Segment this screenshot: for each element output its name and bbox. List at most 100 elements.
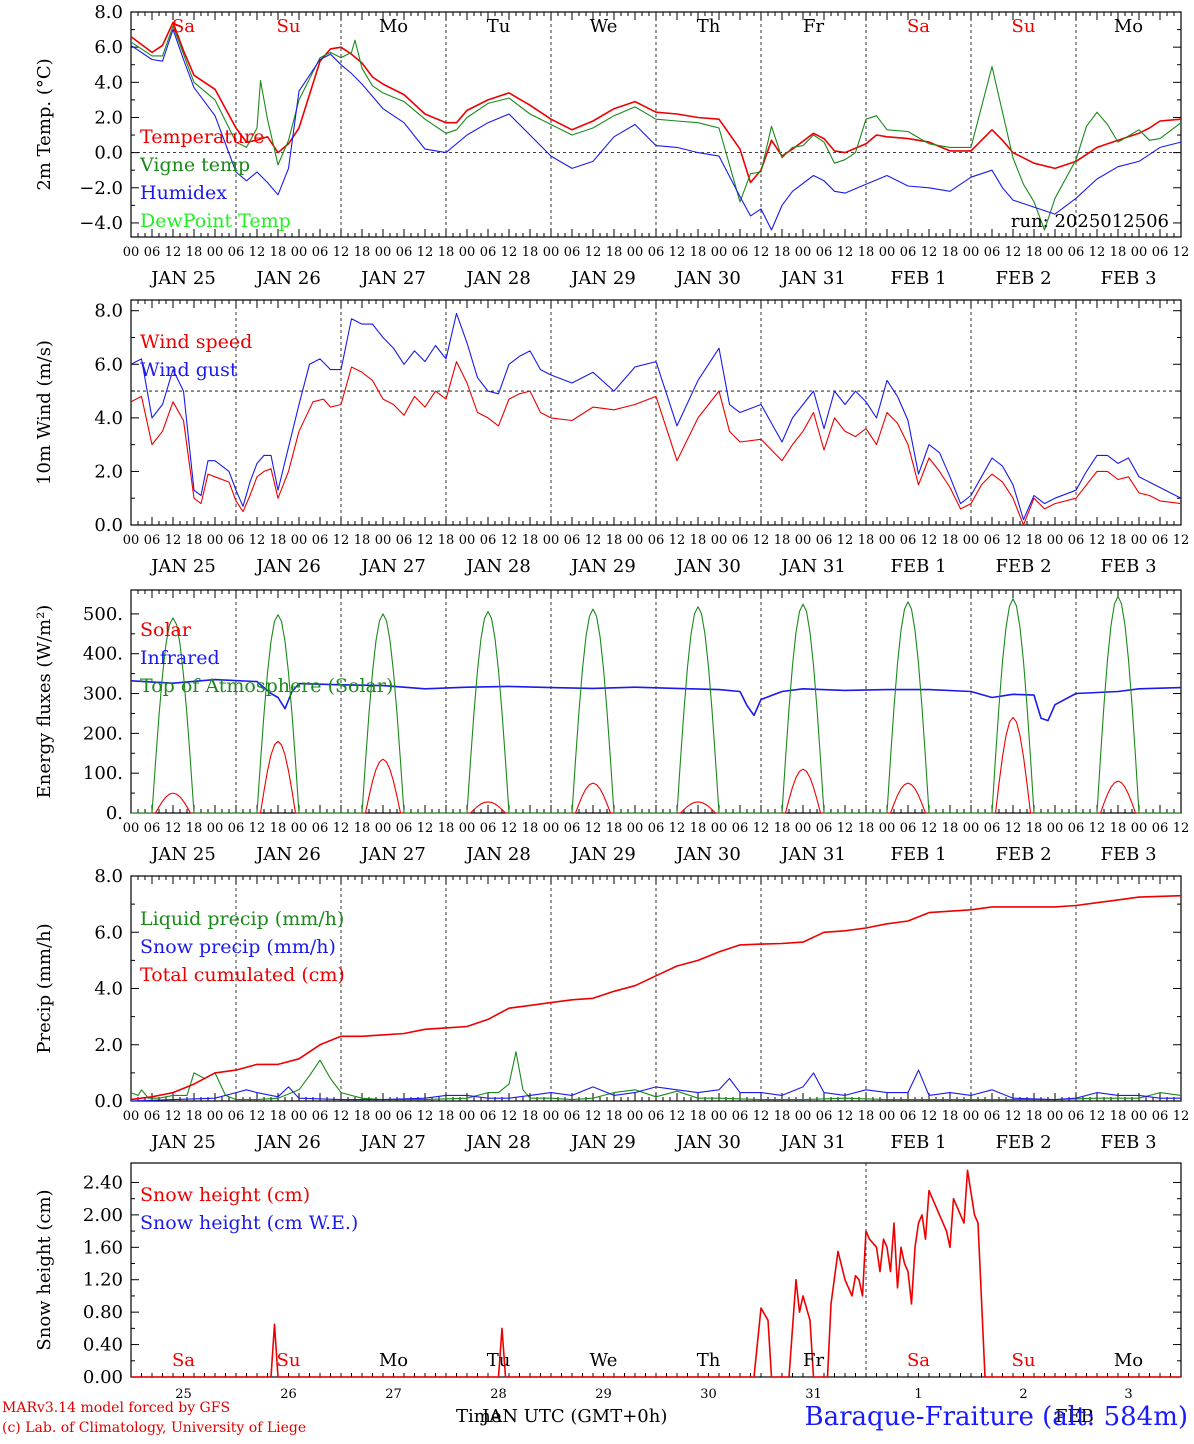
hour-tick-label: 00 — [459, 1109, 476, 1124]
hour-tick-label: 06 — [228, 533, 245, 548]
y-axis-label: Snow height (cm) — [34, 1189, 55, 1350]
hour-tick-label: 18 — [354, 821, 371, 836]
day-number-label: 1 — [914, 1387, 922, 1402]
hour-tick-label: 18 — [1026, 245, 1043, 260]
hour-tick-label: 06 — [312, 821, 329, 836]
hour-tick-label: 06 — [732, 821, 749, 836]
weekday-label: Su — [1012, 1350, 1036, 1371]
hour-tick-label: 06 — [564, 821, 581, 836]
date-label: JAN 28 — [464, 556, 531, 577]
weekday-label: We — [590, 16, 618, 37]
hour-tick-label: 06 — [900, 245, 917, 260]
hour-tick-label: 18 — [522, 533, 539, 548]
hour-tick-label: 06 — [984, 533, 1001, 548]
y-tick-label: 300. — [83, 684, 123, 705]
hour-tick-label: 12 — [669, 1109, 686, 1124]
hour-tick-label: 12 — [837, 821, 854, 836]
hour-tick-label: 12 — [249, 1109, 266, 1124]
hour-tick-label: 06 — [1152, 1109, 1169, 1124]
hour-tick-label: 18 — [1110, 1109, 1127, 1124]
hour-tick-label: 18 — [690, 245, 707, 260]
date-label: FEB 3 — [1100, 1132, 1156, 1153]
hour-tick-label: 00 — [1047, 1109, 1064, 1124]
y-tick-label: 100. — [83, 763, 123, 784]
weekday-label: Mo — [379, 16, 408, 37]
hour-tick-label: 06 — [648, 245, 665, 260]
date-label: FEB 2 — [995, 556, 1051, 577]
day-number-label: 2 — [1019, 1387, 1027, 1402]
hour-tick-label: 00 — [963, 1109, 980, 1124]
hour-tick-label: 18 — [354, 1109, 371, 1124]
hour-tick-label: 18 — [690, 533, 707, 548]
hour-tick-label: 06 — [228, 245, 245, 260]
hour-tick-label: 06 — [648, 821, 665, 836]
panel-wind — [130, 299, 1182, 526]
panel-temperature — [130, 11, 1182, 238]
hour-tick-label: 06 — [648, 1109, 665, 1124]
y-tick-label: 400. — [83, 644, 123, 665]
hour-tick-label: 12 — [669, 533, 686, 548]
date-label: JAN 31 — [779, 844, 846, 865]
hour-tick-label: 12 — [333, 821, 350, 836]
hour-tick-label: 00 — [963, 821, 980, 836]
weekday-label: Su — [277, 1350, 301, 1371]
date-label: FEB 2 — [995, 268, 1051, 289]
y-tick-label: 500. — [83, 604, 123, 625]
date-label: JAN 26 — [254, 268, 321, 289]
hour-tick-label: 18 — [354, 533, 371, 548]
hour-tick-label: 00 — [123, 821, 140, 836]
hour-tick-label: 18 — [186, 1109, 203, 1124]
date-label: JAN 26 — [254, 1132, 321, 1153]
legend-entry: Vigne temp — [139, 154, 250, 176]
hour-tick-label: 06 — [480, 245, 497, 260]
date-label: JAN 29 — [569, 1132, 636, 1153]
series-line-wind-speed — [130, 361, 1182, 526]
weekday-label: We — [590, 1350, 618, 1371]
hour-tick-label: 00 — [1131, 821, 1148, 836]
x-axis-title-month: FEB — [1055, 1406, 1094, 1427]
hour-tick-label: 00 — [291, 1109, 308, 1124]
series-line-temperature — [130, 21, 1182, 184]
hour-tick-label: 06 — [900, 821, 917, 836]
hour-tick-label: 06 — [816, 533, 833, 548]
hour-tick-label: 12 — [1005, 1109, 1022, 1124]
hour-tick-label: 12 — [417, 533, 434, 548]
legend-entry: Snow height (cm) — [140, 1184, 310, 1206]
hour-tick-label: 00 — [1047, 821, 1064, 836]
panel-snow — [130, 1162, 1182, 1378]
date-label: JAN 27 — [359, 1132, 426, 1153]
hour-tick-label: 18 — [1026, 1109, 1043, 1124]
hour-tick-label: 00 — [711, 1109, 728, 1124]
date-label: JAN 29 — [569, 844, 636, 865]
hour-tick-label: 12 — [753, 245, 770, 260]
hour-tick-label: 00 — [207, 533, 224, 548]
legend-entry: Snow height (cm W.E.) — [140, 1212, 358, 1234]
date-label: JAN 27 — [359, 556, 426, 577]
y-tick-label: 8.0 — [94, 2, 123, 23]
date-label: JAN 25 — [149, 268, 216, 289]
date-label: JAN 27 — [359, 844, 426, 865]
hour-tick-label: 12 — [753, 821, 770, 836]
series-line-wind-gust — [130, 312, 1182, 521]
hour-tick-label: 06 — [480, 533, 497, 548]
date-label: JAN 28 — [464, 268, 531, 289]
hour-tick-label: 18 — [270, 1109, 287, 1124]
y-tick-label: 6.0 — [94, 354, 123, 375]
y-tick-label: 8.0 — [94, 866, 123, 887]
hour-tick-label: 12 — [1089, 533, 1106, 548]
hour-tick-label: 18 — [186, 821, 203, 836]
weekday-label: Su — [1012, 16, 1036, 37]
y-tick-label: 1.60 — [83, 1237, 123, 1258]
hour-tick-label: 00 — [375, 821, 392, 836]
hour-tick-label: 12 — [501, 821, 518, 836]
hour-tick-label: 12 — [585, 245, 602, 260]
hour-tick-label: 12 — [1005, 245, 1022, 260]
hour-tick-label: 00 — [123, 533, 140, 548]
hour-tick-label: 00 — [459, 245, 476, 260]
hour-tick-label: 00 — [207, 245, 224, 260]
hour-tick-label: 00 — [879, 245, 896, 260]
hour-tick-label: 00 — [375, 245, 392, 260]
hour-tick-label: 12 — [333, 1109, 350, 1124]
x-axis-title: Time — [456, 1406, 502, 1427]
hour-tick-label: 06 — [228, 821, 245, 836]
